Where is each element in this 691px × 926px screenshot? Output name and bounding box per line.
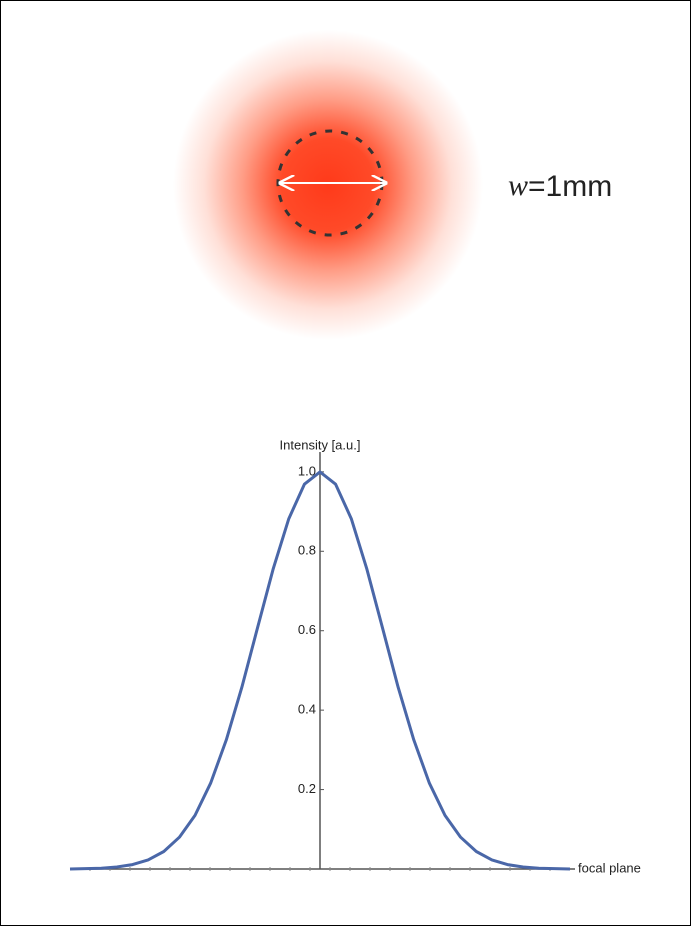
y-tick-label: 0.6: [298, 622, 316, 637]
y-tick-label: 0.8: [298, 543, 316, 558]
y-axis-label: Intensity [a.u.]: [280, 437, 361, 452]
width-value: =1mm: [528, 170, 612, 203]
width-label: w=1mm: [508, 169, 612, 203]
width-variable: w: [508, 169, 528, 202]
y-tick-label: 0.2: [298, 781, 316, 796]
y-tick-label: 0.4: [298, 702, 316, 717]
x-axis-label: focal plane: [578, 860, 641, 875]
beam-spot: [173, 30, 483, 340]
figure: w=1mm focal plane Intensity [a.u.] 0.2 0.4 0…: [0, 0, 691, 926]
